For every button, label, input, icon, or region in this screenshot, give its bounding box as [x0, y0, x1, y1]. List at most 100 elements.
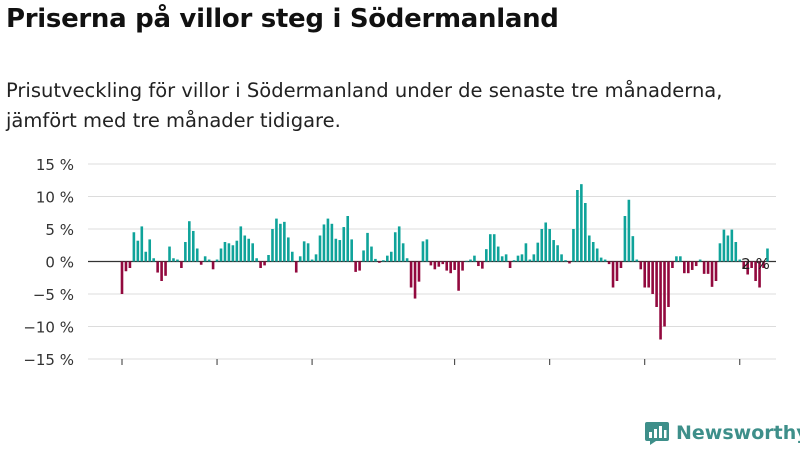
bar: [619, 261, 623, 268]
y-tick-label: 15 %: [36, 156, 74, 174]
x-tick-label: 2021: [531, 372, 569, 373]
bar: [762, 261, 765, 268]
bar: [378, 261, 381, 263]
bar: [671, 261, 674, 268]
bar: [734, 242, 738, 262]
bar: [405, 258, 409, 262]
bar: [314, 254, 318, 262]
bar: [144, 251, 148, 262]
bar: [386, 255, 389, 262]
bar: [362, 250, 365, 262]
bar: [449, 261, 452, 274]
bar: [572, 229, 575, 262]
bar: [552, 240, 555, 262]
bar: [758, 261, 761, 288]
bar: [576, 190, 579, 262]
bar: [219, 248, 223, 262]
bar: [136, 240, 140, 262]
bar: [591, 242, 595, 262]
bar: [504, 254, 508, 262]
bar: [132, 232, 136, 262]
bar: [508, 261, 512, 268]
bar: [330, 223, 334, 262]
chart-title: Priserna på villor steg i Södermanland: [6, 4, 559, 34]
bar: [485, 249, 488, 262]
bar: [397, 226, 401, 262]
bar: [401, 243, 405, 262]
bar: [259, 261, 262, 268]
bar: [251, 243, 254, 262]
bar: [686, 261, 690, 274]
bar: [298, 256, 302, 262]
bar: [437, 261, 441, 267]
bar-chart-icon: [645, 422, 669, 445]
x-axis-ticks: 2012 2014 2016 2019 2021 2023 2025: [103, 359, 759, 373]
bar: [191, 230, 195, 262]
newsworthy-logo: Newsworthy: [644, 420, 800, 446]
chart-subtitle: Prisutveckling för villor i Södermanland…: [6, 79, 723, 132]
bar: [730, 229, 734, 262]
bar: [393, 232, 397, 262]
bar: [675, 256, 678, 262]
bar: [726, 235, 730, 262]
y-tick-label: −15 %: [23, 351, 74, 369]
bar: [631, 236, 635, 262]
bar: [235, 240, 239, 262]
bar: [370, 246, 373, 262]
bar: [389, 251, 393, 262]
bar: [706, 261, 710, 274]
bar-chart: 15 %10 %5 %0 %−5 %−10 %−15 % 20122014201…: [23, 156, 776, 373]
bar: [207, 259, 211, 262]
bar: [148, 239, 152, 262]
bar: [564, 260, 567, 262]
bar: [679, 256, 682, 262]
grid-lines: [88, 163, 776, 360]
bar: [231, 245, 235, 262]
y-tick-label: 0 %: [45, 254, 74, 272]
bar: [184, 242, 187, 262]
bar: [346, 216, 350, 262]
bar: [623, 216, 627, 262]
bar: [203, 256, 207, 262]
bar: [683, 261, 686, 274]
bar: [492, 234, 496, 262]
bar: [750, 261, 753, 268]
bar: [164, 261, 167, 276]
bar: [453, 261, 456, 270]
bar: [643, 261, 647, 288]
y-tick-label: 5 %: [45, 221, 74, 239]
x-tick-label: 2023: [626, 372, 664, 373]
y-tick-label: 10 %: [36, 189, 74, 207]
bar: [512, 260, 516, 262]
bar: [611, 261, 615, 288]
bar: [694, 261, 698, 267]
x-tick-label: 2014: [198, 372, 236, 373]
logo-text: Newsworthy: [676, 422, 800, 444]
bar: [714, 261, 718, 281]
x-tick-label: 2012: [103, 372, 141, 373]
bar: [156, 261, 159, 273]
bar: [532, 254, 536, 262]
bar: [469, 259, 472, 262]
bar: [267, 255, 270, 262]
bar: [271, 229, 274, 262]
bar: [172, 258, 175, 262]
bar: [445, 261, 449, 271]
bar: [350, 239, 353, 262]
bar: [587, 235, 591, 262]
bar: [342, 227, 346, 262]
bar: [374, 258, 377, 262]
bar: [160, 261, 163, 281]
bar: [318, 235, 322, 262]
bar: [457, 261, 460, 291]
bar: [766, 248, 769, 262]
bar: [738, 259, 742, 262]
bar: [322, 224, 326, 262]
bar: [599, 257, 603, 262]
bar: [180, 261, 183, 268]
bar: [227, 243, 231, 262]
bar: [247, 238, 251, 262]
bar: [607, 261, 611, 265]
bar: [140, 226, 144, 262]
bar: [176, 259, 179, 262]
